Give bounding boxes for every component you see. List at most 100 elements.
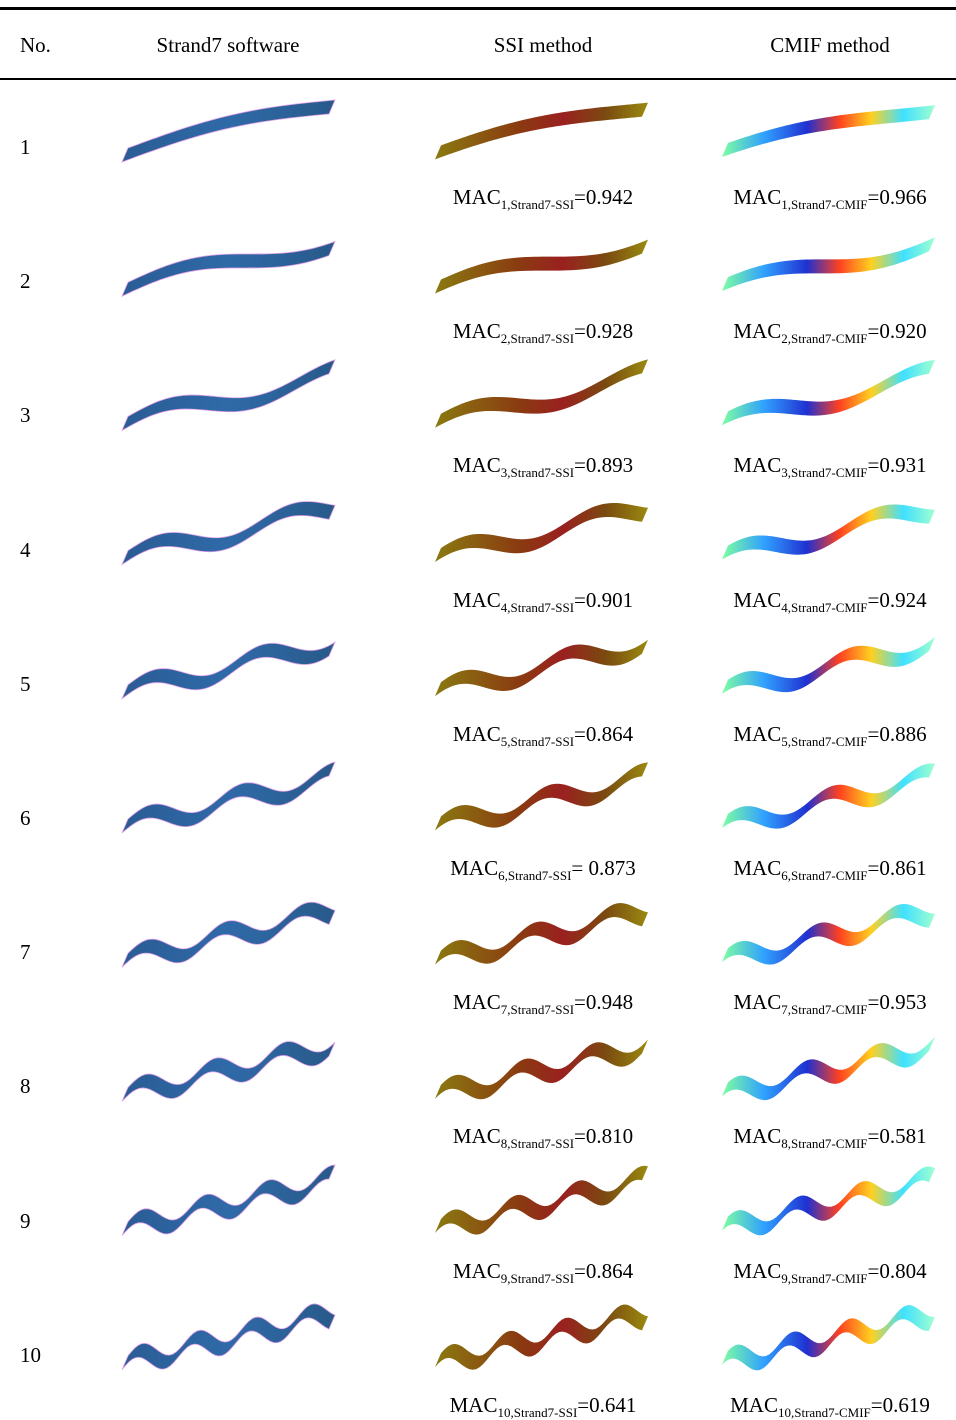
mac-number: =0.641 xyxy=(577,1393,636,1417)
mac-value: MAC9,Strand7-SSI=0.864 xyxy=(453,1259,633,1286)
mode-shape-image xyxy=(122,502,335,565)
mac-label: MAC xyxy=(453,319,501,343)
mac-value: MAC3,Strand7-SSI=0.893 xyxy=(453,453,633,480)
mac-label: MAC xyxy=(453,722,501,746)
mac-label: MAC xyxy=(733,319,781,343)
mac-number: =0.864 xyxy=(574,722,633,746)
mac-label: MAC xyxy=(733,453,781,477)
mac-subscript: 2,Strand7-CMIF xyxy=(781,331,867,346)
mac-subscript: 3,Strand7-CMIF xyxy=(781,465,867,480)
mac-value: MAC1,Strand7-SSI=0.942 xyxy=(453,185,633,212)
mac-value: MAC4,Strand7-SSI=0.901 xyxy=(453,588,633,615)
mode-shape-image xyxy=(722,1305,935,1370)
mac-value: MAC5,Strand7-CMIF=0.886 xyxy=(733,722,926,749)
header-rule xyxy=(0,78,956,80)
mac-label: MAC xyxy=(733,722,781,746)
mac-value: MAC9,Strand7-CMIF=0.804 xyxy=(733,1259,926,1286)
mac-number: =0.924 xyxy=(868,588,927,612)
mac-label: MAC xyxy=(453,453,501,477)
mac-subscript: 2,Strand7-SSI xyxy=(501,331,574,346)
mode-shape-image xyxy=(435,240,648,294)
mode-shape-image xyxy=(435,762,648,830)
mac-subscript: 1,Strand7-CMIF xyxy=(781,197,867,212)
mac-label: MAC xyxy=(733,1259,781,1283)
mac-label: MAC xyxy=(733,185,781,209)
mode-shape-image xyxy=(435,1304,648,1369)
mode-shape-image xyxy=(435,503,648,562)
mac-number: =0.864 xyxy=(574,1259,633,1283)
mac-number: =0.804 xyxy=(868,1259,927,1283)
mac-label: MAC xyxy=(453,185,501,209)
mode-number: 10 xyxy=(20,1343,41,1367)
mac-number: =0.928 xyxy=(574,319,633,343)
header-cell: No. xyxy=(20,33,51,57)
mac-subscript: 8,Strand7-CMIF xyxy=(781,1136,867,1151)
mode-shape-image xyxy=(722,504,935,559)
mode-shape-image xyxy=(722,237,935,291)
mac-subscript: 3,Strand7-SSI xyxy=(501,465,574,480)
mac-subscript: 7,Strand7-SSI xyxy=(501,1002,574,1017)
mac-label: MAC xyxy=(733,990,781,1014)
mac-value: MAC1,Strand7-CMIF=0.966 xyxy=(733,185,926,212)
mode-shape-image xyxy=(122,100,335,162)
mode-number: 8 xyxy=(20,1074,31,1098)
mac-number: =0.901 xyxy=(574,588,633,612)
mac-value: MAC10,Strand7-SSI=0.641 xyxy=(450,1393,637,1420)
header-cell: SSI method xyxy=(494,33,593,57)
mac-subscript: 5,Strand7-CMIF xyxy=(781,734,867,749)
mac-subscript: 7,Strand7-CMIF xyxy=(781,1002,867,1017)
mode-shape-image xyxy=(722,763,935,828)
mode-shape-image xyxy=(435,103,648,160)
mode-shape-image xyxy=(122,1304,335,1370)
mode-shape-image xyxy=(722,637,935,694)
mac-value: MAC10,Strand7-CMIF=0.619 xyxy=(730,1393,930,1420)
mode-number: 9 xyxy=(20,1209,31,1233)
mac-subscript: 10,Strand7-CMIF xyxy=(778,1405,871,1420)
mac-value: MAC4,Strand7-CMIF=0.924 xyxy=(733,588,926,615)
mac-value: MAC6,Strand7-CMIF=0.861 xyxy=(733,856,926,883)
header-cell: CMIF method xyxy=(770,33,890,57)
mac-subscript: 6,Strand7-CMIF xyxy=(781,868,867,883)
mac-number: =0.953 xyxy=(868,990,927,1014)
mac-label: MAC xyxy=(453,990,501,1014)
mode-number: 4 xyxy=(20,538,31,562)
mac-number: =0.810 xyxy=(574,1124,633,1148)
mac-value: MAC5,Strand7-SSI=0.864 xyxy=(453,722,633,749)
mac-number: =0.893 xyxy=(574,453,633,477)
mode-shape-image xyxy=(122,902,335,967)
mode-number: 5 xyxy=(20,672,31,696)
mac-value: MAC7,Strand7-CMIF=0.953 xyxy=(733,990,926,1017)
mode-shape-image xyxy=(122,360,335,431)
table-page: No. Strand7 software SSI method CMIF met… xyxy=(0,0,956,1420)
mac-number: =0.619 xyxy=(871,1393,930,1417)
mac-number: =0.581 xyxy=(868,1124,927,1148)
mode-number: 6 xyxy=(20,806,31,830)
mac-subscript: 10,Strand7-SSI xyxy=(497,1405,577,1420)
mode-shape-image xyxy=(435,640,648,696)
mac-label: MAC xyxy=(450,1393,498,1417)
mode-shape-image xyxy=(122,241,335,296)
mode-shape-image xyxy=(722,904,935,965)
mode-shape-image xyxy=(722,105,935,157)
mac-value: MAC3,Strand7-CMIF=0.931 xyxy=(733,453,926,480)
mac-value: MAC2,Strand7-CMIF=0.920 xyxy=(733,319,926,346)
mac-number: = 0.873 xyxy=(571,856,635,880)
mac-number: =0.920 xyxy=(868,319,927,343)
mode-number: 7 xyxy=(20,940,31,964)
mac-number: =0.948 xyxy=(574,990,633,1014)
mode-shape-image xyxy=(435,903,648,964)
mac-label: MAC xyxy=(453,1259,501,1283)
mac-value: MAC8,Strand7-CMIF=0.581 xyxy=(733,1124,926,1151)
mac-label: MAC xyxy=(450,856,498,880)
mac-number: =0.861 xyxy=(868,856,927,880)
mac-label: MAC xyxy=(733,588,781,612)
mode-shape-image xyxy=(722,1037,935,1100)
mode-shape-image xyxy=(722,1166,935,1235)
mac-number: =0.942 xyxy=(574,185,633,209)
mac-subscript: 9,Strand7-CMIF xyxy=(781,1271,867,1286)
mode-number: 2 xyxy=(20,269,31,293)
mode-shape-image xyxy=(122,1041,335,1101)
mode-shape-layer xyxy=(0,0,956,1420)
mode-shape-image xyxy=(435,1166,648,1235)
mac-label: MAC xyxy=(453,1124,501,1148)
